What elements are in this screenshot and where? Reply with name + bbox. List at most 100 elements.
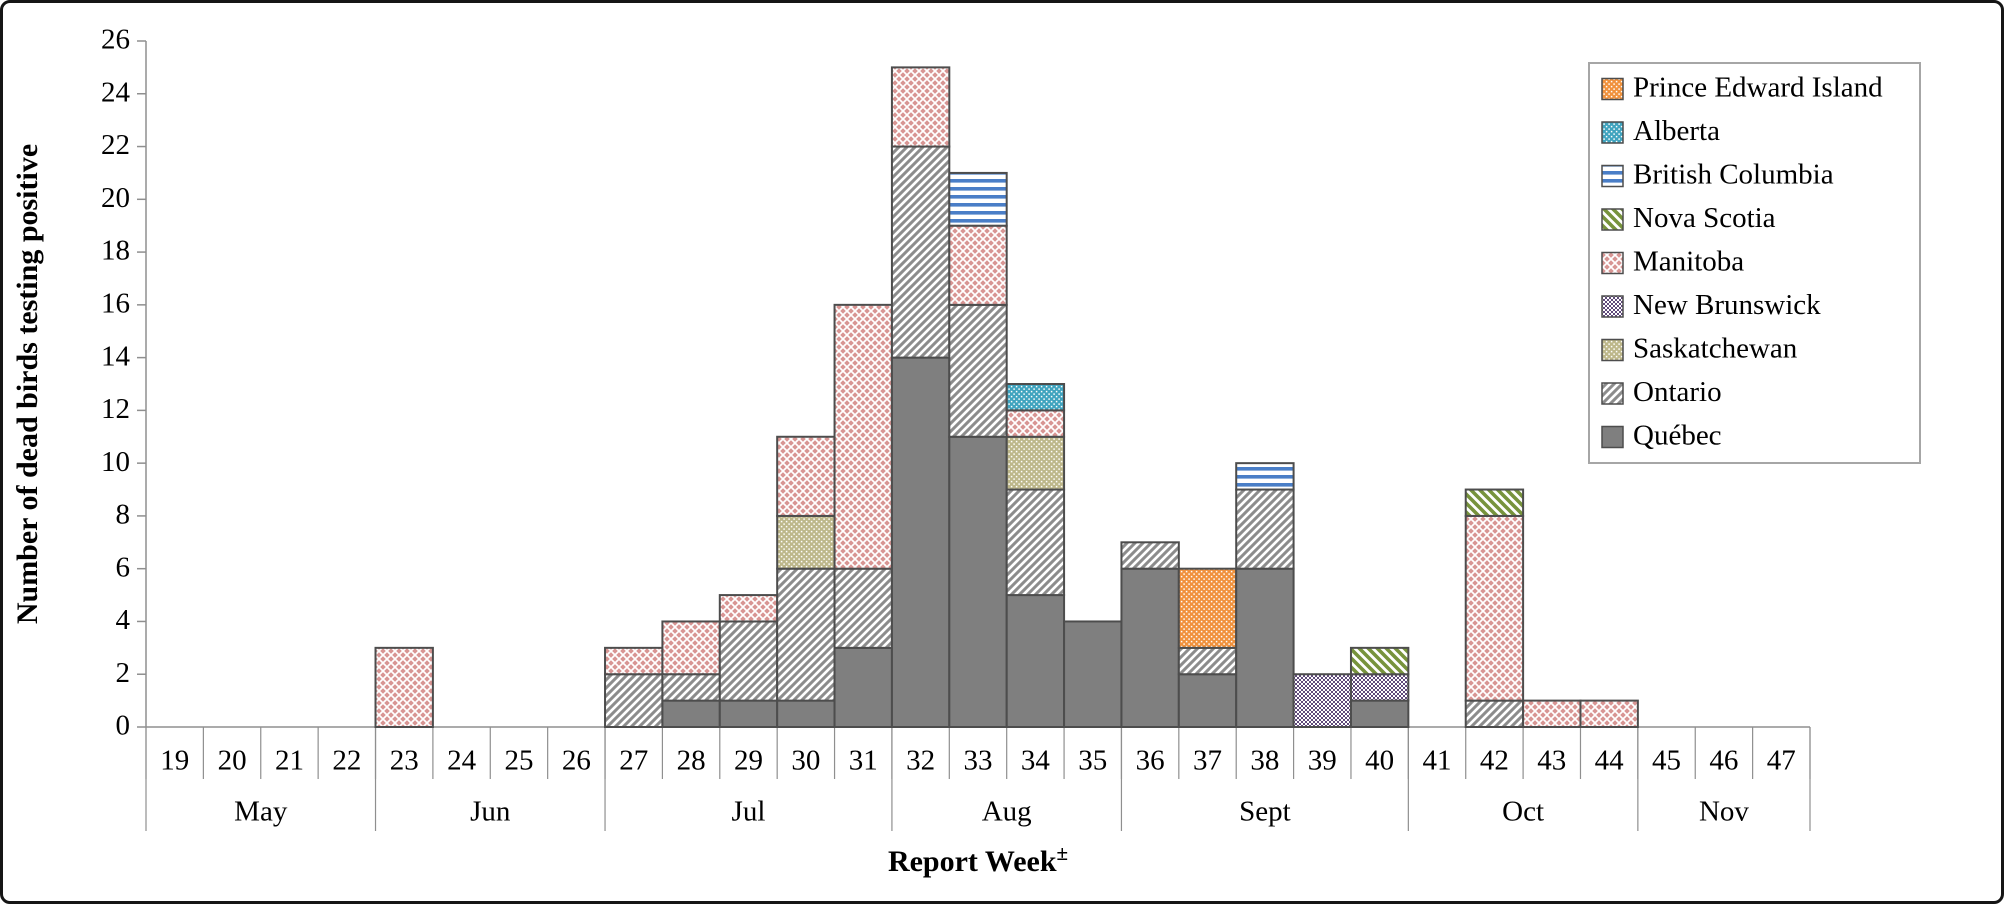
week-label: 22 [332, 745, 361, 777]
week-label: 29 [734, 745, 763, 777]
week-label: 31 [849, 745, 878, 777]
bar-segment-manitoba-week-32 [890, 66, 951, 148]
week-label: 25 [504, 745, 533, 777]
y-tick-label: 20 [101, 182, 130, 214]
bar-segment-manitoba-week-42 [1464, 514, 1525, 702]
legend-label: Québec [1633, 420, 1722, 452]
week-label: 42 [1480, 745, 1509, 777]
legend-label: Saskatchewan [1633, 333, 1798, 365]
y-tick-label: 16 [101, 288, 130, 320]
bar-segment-ontario-week-29 [718, 620, 779, 702]
bar-segment-québec-week-37 [1177, 673, 1238, 729]
bar-segment-manitoba-week-33 [948, 224, 1008, 306]
week-label: 24 [447, 745, 477, 777]
bar-segment-british-columbia-week-33 [948, 171, 1008, 227]
bar-segment-ontario-week-32 [890, 145, 951, 359]
month-label: Aug [982, 796, 1032, 828]
y-tick-label: 18 [101, 235, 130, 267]
bar-segment-saskatchewan-week-34 [1005, 435, 1066, 491]
week-label: 36 [1136, 745, 1165, 777]
bar-segment-prince-edward-island-week-37 [1177, 567, 1238, 649]
bar-segment-nova-scotia-week-40 [1349, 646, 1410, 676]
month-label: Jun [470, 796, 511, 828]
week-label: 21 [275, 745, 304, 777]
y-tick-label: 0 [116, 710, 131, 742]
x-axis-title: Report Week± [888, 841, 1068, 878]
week-label: 26 [562, 745, 591, 777]
y-tick-label: 22 [101, 129, 130, 161]
legend-swatch-alberta [1601, 121, 1624, 144]
bar-segment-québec-week-28 [661, 699, 721, 728]
bar-segment-manitoba-week-43 [1522, 699, 1582, 728]
y-tick-label: 14 [101, 340, 131, 372]
month-label: Oct [1502, 796, 1544, 828]
bar-segment-alberta-week-34 [1005, 383, 1066, 412]
bar-segment-québec-week-31 [833, 646, 893, 728]
week-label: 19 [160, 745, 189, 777]
legend-swatch-québec [1601, 425, 1624, 449]
legend-label: New Brunswick [1633, 289, 1821, 321]
legend-swatch-manitoba [1601, 251, 1624, 275]
week-label: 37 [1193, 745, 1222, 777]
bar-segment-manitoba-week-29 [718, 594, 779, 623]
week-label: 45 [1652, 745, 1681, 777]
y-axis-title: Number of dead birds testing positive [11, 144, 44, 624]
bar-segment-manitoba-week-30 [776, 435, 836, 517]
week-label: 39 [1308, 745, 1337, 777]
legend-box [1588, 62, 1921, 464]
bar-segment-manitoba-week-27 [604, 646, 664, 676]
bar-segment-ontario-week-28 [661, 673, 721, 702]
legend-label: Alberta [1633, 115, 1720, 147]
legend-swatch-prince-edward-island [1601, 77, 1624, 101]
bar-segment-manitoba-week-34 [1005, 409, 1066, 438]
bar-segment-manitoba-week-44 [1579, 699, 1639, 728]
legend-swatch-new-brunswick [1601, 295, 1624, 318]
week-label: 41 [1423, 745, 1452, 777]
week-label: 34 [1021, 745, 1051, 777]
bar-segment-new-brunswick-week-39 [1292, 673, 1352, 729]
bar-segment-ontario-week-30 [776, 567, 836, 702]
legend-swatch-ontario [1601, 382, 1624, 405]
month-label: Sept [1239, 796, 1291, 828]
legend-label: Prince Edward Island [1633, 72, 1883, 104]
week-label: 44 [1595, 745, 1625, 777]
week-label: 30 [791, 745, 820, 777]
week-label: 38 [1250, 745, 1279, 777]
week-label: 40 [1365, 745, 1394, 777]
legend-label: Ontario [1633, 376, 1722, 408]
y-tick-label: 12 [101, 393, 130, 425]
legend-label: Manitoba [1633, 246, 1744, 278]
bar-segment-québec-week-35 [1063, 620, 1123, 729]
bar-segment-québec-week-34 [1005, 594, 1066, 728]
bar-segment-québec-week-40 [1349, 699, 1410, 728]
bar-segment-ontario-week-27 [604, 673, 664, 729]
week-label: 33 [964, 745, 993, 777]
y-tick-label: 6 [116, 551, 131, 583]
bar-segment-ontario-week-36 [1120, 541, 1180, 570]
bar-segment-québec-week-36 [1120, 567, 1180, 729]
week-label: 35 [1078, 745, 1107, 777]
bar-segment-québec-week-38 [1235, 567, 1295, 729]
y-tick-label: 24 [101, 76, 131, 108]
week-label: 27 [619, 745, 648, 777]
week-label: 20 [218, 745, 247, 777]
y-tick-label: 4 [116, 604, 131, 636]
bar-segment-ontario-week-37 [1177, 646, 1238, 676]
month-label: Nov [1699, 796, 1749, 828]
week-label: 46 [1709, 745, 1738, 777]
bar-segment-british-columbia-week-38 [1235, 462, 1295, 491]
y-tick-label: 8 [116, 499, 131, 531]
y-tick-label: 10 [101, 446, 130, 478]
week-label: 32 [906, 745, 935, 777]
bar-segment-québec-week-33 [948, 435, 1008, 728]
bar-segment-manitoba-week-23 [374, 646, 434, 728]
y-tick-label: 26 [101, 24, 130, 56]
legend-label: Nova Scotia [1633, 202, 1776, 234]
bar-segment-ontario-week-34 [1005, 488, 1066, 597]
bar-segment-québec-week-30 [776, 699, 836, 728]
bar-segment-ontario-week-38 [1235, 488, 1295, 570]
bar-segment-nova-scotia-week-42 [1464, 488, 1525, 517]
x-axis-title-superscript: ± [1057, 841, 1069, 865]
